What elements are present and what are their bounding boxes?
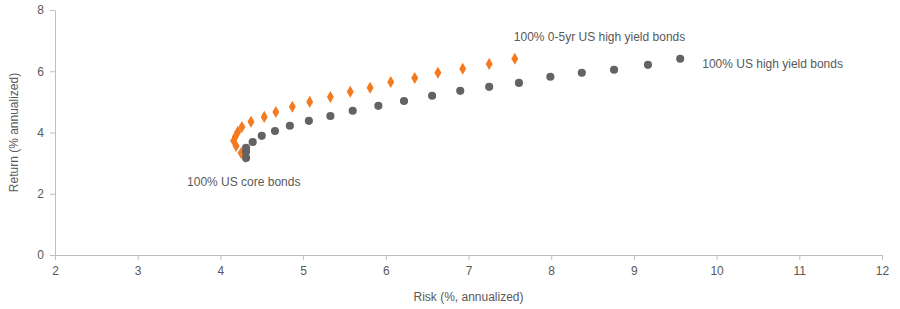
tick-label: 4 [37,126,44,140]
tick-label: 10 [710,264,724,278]
point [238,121,245,133]
tick-mark [50,71,55,72]
series-label: 100% 0-5yr US high yield bonds [514,30,685,44]
point [676,55,684,63]
tick: 4 [218,255,225,278]
tick: 6 [37,65,55,79]
point [258,132,266,140]
tick-label: 6 [383,264,390,278]
point [511,53,518,65]
point [434,67,441,79]
plot: 2345678910111202468100% 0-5yr US high yi… [37,3,889,277]
tick-label: 11 [794,264,807,278]
y-axis-title: Return (% annualized) [7,73,21,192]
tick-mark [882,255,883,260]
tick: 8 [37,3,55,17]
points [230,53,684,163]
tick-label: 2 [52,264,59,278]
tick-mark [50,194,55,195]
tick-mark [50,10,55,11]
point [459,63,466,75]
point [248,116,255,128]
tick-label: 9 [631,264,638,278]
point [578,69,586,77]
tick-label: 12 [876,264,890,278]
tick: 11 [794,255,807,278]
point [486,58,493,70]
point [249,138,257,146]
point [485,83,493,91]
tick-mark [717,255,718,260]
point [261,111,268,123]
labels: 100% 0-5yr US high yield bonds 100% US hi… [187,30,843,189]
annotation: 100% US core bonds [187,175,300,189]
point [289,101,296,113]
tick-mark [634,255,635,260]
point [387,76,394,88]
point [347,86,354,98]
point [610,66,618,74]
series [242,55,684,162]
tick-label: 7 [466,264,473,278]
x-axis: 2 3 4 5 6 7 8 9 10 11 12 [52,255,889,278]
point [327,91,334,103]
tick: 12 [876,255,890,278]
tick: 0 [37,248,55,262]
point [400,97,408,105]
tick-label: 4 [218,264,225,278]
tick-label: 2 [37,187,44,201]
tick: 3 [135,255,142,278]
point [306,96,313,108]
tick-label: 5 [300,264,307,278]
tick-mark [50,133,55,134]
tick-label: 0 [37,248,44,262]
point [367,82,374,94]
tick: 4 [37,126,55,140]
axis-line [50,11,56,256]
point [271,127,279,135]
x-axis-title: Risk (%, annualized) [413,290,523,304]
point [326,112,334,120]
tick-label: 3 [135,264,142,278]
tick-mark [386,255,387,260]
tick: 7 [466,255,473,278]
tick-mark [551,255,552,260]
point [411,72,418,84]
point [546,73,554,81]
point [286,122,294,130]
point [515,79,523,87]
point [242,144,250,152]
tick-mark [138,255,139,260]
tick-mark [50,255,55,256]
point [428,92,436,100]
point [349,107,357,115]
tick: 8 [548,255,555,278]
tick-mark [799,255,800,260]
tick-label: 8 [548,264,555,278]
tick: 9 [631,255,638,278]
tick-mark [220,255,221,260]
point [374,102,382,110]
tick-mark [469,255,470,260]
tick: 10 [710,255,724,278]
tick-label: 6 [37,65,44,79]
series-label: 100% US high yield bonds [702,57,843,71]
series [230,53,518,163]
tick: 2 [52,255,59,278]
tick-mark [303,255,304,260]
chart: 2345678910111202468100% 0-5yr US high yi… [0,0,900,309]
axis-line [56,256,883,261]
tick: 6 [383,255,390,278]
tick-label: 8 [37,3,44,17]
point [456,87,464,95]
tick: 5 [300,255,307,278]
point [272,106,279,118]
y-axis: 0 2 4 6 8 [37,3,55,262]
point [305,117,313,125]
tick: 2 [37,187,55,201]
point [644,61,652,69]
